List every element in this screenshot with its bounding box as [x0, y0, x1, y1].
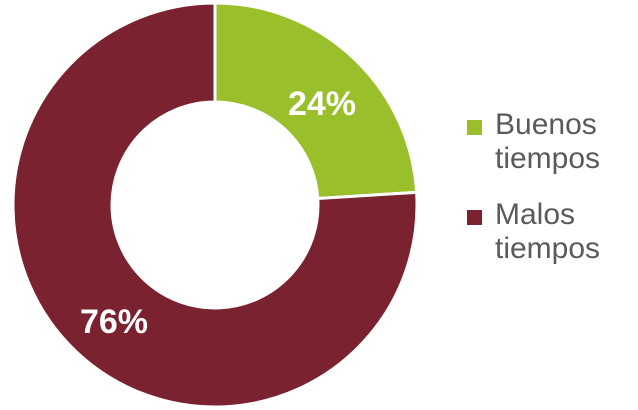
slice-value-label-malos: 76%	[80, 303, 148, 341]
legend-item-malos: Malos tiempos	[467, 198, 637, 266]
legend-label-malos: Malos tiempos	[495, 198, 601, 265]
legend-label-buenos: Buenos tiempos	[495, 108, 601, 175]
legend-swatch-malos	[467, 210, 482, 225]
slice-value-label-buenos: 24%	[288, 85, 356, 123]
donut-slice-malos	[11, 1, 419, 409]
legend: Buenos tiempos Malos tiempos	[467, 108, 637, 288]
legend-swatch-buenos	[467, 120, 482, 135]
legend-item-buenos: Buenos tiempos	[467, 108, 637, 176]
donut-slice-buenos	[213, 1, 419, 201]
